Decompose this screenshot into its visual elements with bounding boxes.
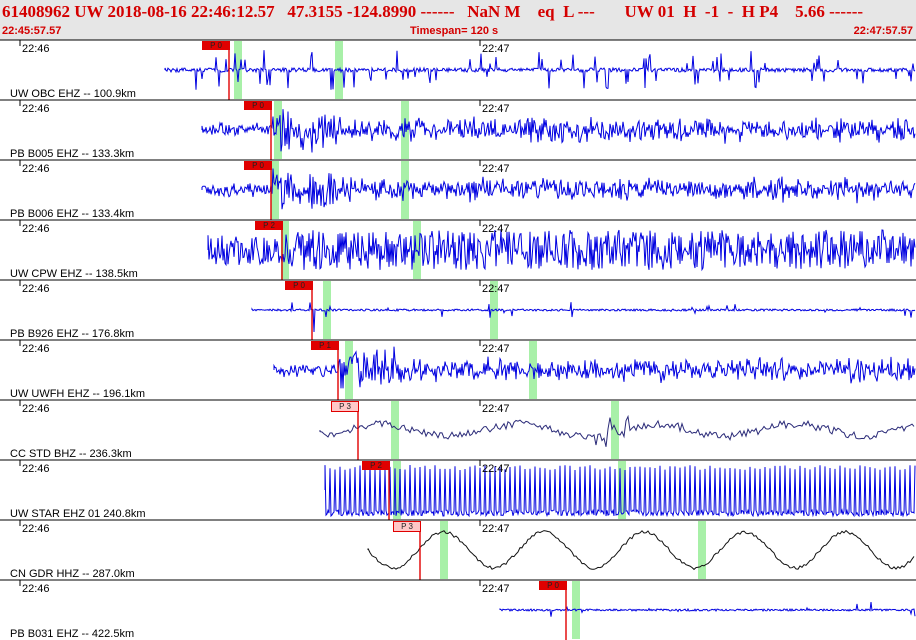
waveform-trace (273, 346, 916, 389)
green-phase-marker (274, 101, 282, 159)
green-phase-marker (611, 401, 619, 459)
green-phase-marker (440, 521, 448, 579)
time-mark-left: 22:46 (22, 103, 50, 115)
pick-flag[interactable]: P 0 (244, 101, 272, 110)
waveform-trace (207, 229, 916, 272)
station-label: UW CPW EHZ -- 138.5km (10, 268, 138, 280)
waveform-trace (164, 50, 916, 90)
time-mark-left: 22:46 (22, 523, 50, 535)
pick-flag[interactable]: P 1 (311, 341, 339, 350)
time-mark-left: 22:46 (22, 283, 50, 295)
time-mark-left: 22:46 (22, 223, 50, 235)
trace-panel[interactable] (0, 399, 916, 460)
time-mark-left: 22:46 (22, 463, 50, 475)
green-phase-marker (234, 41, 242, 99)
time-mark-left: 22:46 (22, 163, 50, 175)
time-mark-mid: 22:47 (482, 283, 510, 295)
green-phase-marker (393, 461, 401, 519)
timespan-label: Timespan= 120 s (410, 25, 499, 37)
time-mark-mid: 22:47 (482, 523, 510, 535)
time-mark-mid: 22:47 (482, 343, 510, 355)
time-mark-mid: 22:47 (482, 583, 510, 595)
waveform-trace (251, 302, 916, 333)
trace-panel[interactable] (0, 579, 916, 640)
green-phase-marker (271, 161, 279, 219)
event-header: 61408962 UW 2018-08-16 22:46:12.57 47.31… (0, 0, 916, 40)
station-label: UW OBC EHZ -- 100.9km (10, 88, 136, 100)
waveform-trace (499, 602, 916, 617)
time-mark-mid: 22:47 (482, 463, 510, 475)
green-phase-marker (401, 101, 409, 159)
trace-panel[interactable] (0, 519, 916, 580)
time-mark-left: 22:46 (22, 343, 50, 355)
pick-flag[interactable]: P 0 (202, 41, 230, 50)
trace-panel[interactable] (0, 99, 916, 160)
green-phase-marker (618, 461, 626, 519)
station-label: UW UWFH EHZ -- 196.1km (10, 388, 146, 400)
time-mark-mid: 22:47 (482, 163, 510, 175)
green-phase-marker (698, 521, 706, 579)
event-summary-title: 61408962 UW 2018-08-16 22:46:12.57 47.31… (2, 2, 864, 21)
time-mark-mid: 22:47 (482, 403, 510, 415)
waveform-trace (319, 414, 915, 447)
green-phase-marker (345, 341, 353, 399)
time-mark-left: 22:46 (22, 403, 50, 415)
station-label: CC STD BHZ -- 236.3km (10, 448, 132, 460)
end-time-label: 22:47:57.57 (853, 25, 913, 37)
station-label: UW STAR EHZ 01 240.8km (10, 508, 146, 520)
station-label: PB B926 EHZ -- 176.8km (10, 328, 135, 340)
time-mark-left: 22:46 (22, 583, 50, 595)
pick-flag[interactable]: P 2 (255, 221, 283, 230)
green-phase-marker (401, 161, 409, 219)
trace-panel[interactable] (0, 339, 916, 400)
pick-flag[interactable]: P 3 (331, 401, 359, 412)
pick-flag[interactable]: P 2 (362, 461, 390, 470)
pick-flag[interactable]: P 0 (539, 581, 567, 590)
start-time-label: 22:45:57.57 (2, 25, 62, 37)
station-label: PB B006 EHZ -- 133.4km (10, 208, 135, 220)
waveform-trace (367, 529, 915, 571)
green-phase-marker (391, 401, 399, 459)
trace-panel[interactable] (0, 219, 916, 280)
pick-flag[interactable]: P 3 (393, 521, 421, 532)
station-label: CN GDR HHZ -- 287.0km (10, 568, 135, 580)
waveform-trace (201, 168, 916, 210)
trace-panel[interactable] (0, 39, 916, 100)
time-mark-left: 22:46 (22, 43, 50, 55)
waveform-trace (324, 464, 916, 518)
pick-flag[interactable]: P 0 (244, 161, 272, 170)
pick-flag[interactable]: P 0 (285, 281, 313, 290)
waveform-trace (201, 109, 916, 153)
time-mark-mid: 22:47 (482, 223, 510, 235)
trace-panel[interactable] (0, 459, 916, 520)
station-label: PB B031 EHZ -- 422.5km (10, 628, 135, 640)
time-mark-mid: 22:47 (482, 103, 510, 115)
station-label: PB B005 EHZ -- 133.3km (10, 148, 135, 160)
trace-panel[interactable] (0, 279, 916, 340)
trace-panel[interactable] (0, 159, 916, 220)
time-mark-mid: 22:47 (482, 43, 510, 55)
